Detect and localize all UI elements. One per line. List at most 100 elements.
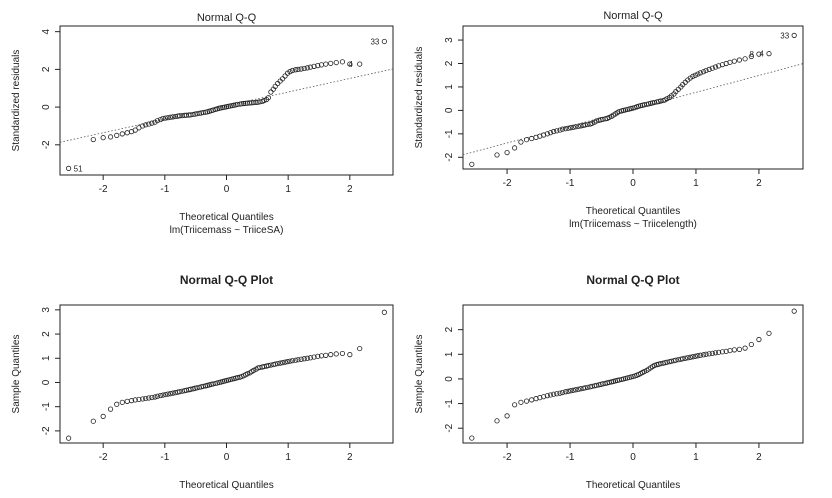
data-point xyxy=(125,399,129,403)
chart-title: Normal Q-Q Plot xyxy=(586,273,679,287)
data-point xyxy=(324,62,328,66)
data-point xyxy=(275,81,279,85)
data-point xyxy=(66,436,70,440)
plot-frame xyxy=(463,26,803,169)
data-point xyxy=(749,342,753,346)
y-tick-label: -2 xyxy=(41,140,52,149)
data-point xyxy=(101,135,105,139)
data-point xyxy=(767,51,771,55)
x-tick-label: -2 xyxy=(99,184,108,195)
data-point xyxy=(91,137,95,141)
x-tick-label: 2 xyxy=(756,178,762,189)
data-point xyxy=(505,150,509,154)
data-point xyxy=(512,403,516,407)
data-point xyxy=(732,59,736,63)
qq-panel-4: Normal Q-Q Plot -2 -1 0 1 2 -2 -1 0 1 2 Theoretical… xyxy=(414,273,803,491)
qq-panel-2: Normal Q-Q -2 -1 0 1 2 -2 -1 0 1 2 3 Theoretical Qua… xyxy=(414,10,803,230)
chart-subtitle: lm(Triicemass ~ Triicelength) xyxy=(569,219,697,230)
point-label: 33 xyxy=(370,37,379,46)
data-point xyxy=(519,400,523,404)
data-point xyxy=(743,57,747,61)
x-axis-label: Theoretical Quantiles xyxy=(179,212,274,223)
data-point xyxy=(519,140,523,144)
qq-panel-3: Normal Q-Q Plot-2 -1 0 1 2-2-10123Theoretica… xyxy=(11,273,393,491)
data-point xyxy=(283,74,287,78)
x-tick-label: 2 xyxy=(347,452,353,463)
y-tick-label: -2 xyxy=(41,426,52,435)
x-tick-label: -2 xyxy=(503,452,512,463)
x-axis-label: Theoretical Quantiles xyxy=(179,480,274,491)
data-point xyxy=(358,62,362,66)
data-point xyxy=(305,66,309,70)
data-point xyxy=(792,33,796,37)
data-point xyxy=(91,419,95,423)
data-point xyxy=(358,346,362,350)
data-point xyxy=(115,402,119,406)
data-point xyxy=(792,309,796,313)
chart-subtitle: lm(Triicemass ~ TriiceSA) xyxy=(170,225,284,236)
x-tick-label: -2 xyxy=(99,452,108,463)
data-point xyxy=(529,398,533,402)
point-label: 8 xyxy=(749,50,754,59)
chart-title: Normal Q-Q Plot xyxy=(180,273,273,287)
data-point xyxy=(495,419,499,423)
chart-title: Normal Q-Q xyxy=(603,10,663,22)
x-tick-label: 1 xyxy=(285,184,291,195)
point-label: 33 xyxy=(780,31,789,40)
data-point xyxy=(340,351,344,355)
y-tick-label: 1 xyxy=(41,355,52,361)
y-tick-label: 2 xyxy=(41,331,52,337)
plot-frame xyxy=(60,26,393,175)
data-point xyxy=(560,390,564,394)
data-point xyxy=(329,61,333,65)
x-tick-label: -1 xyxy=(566,452,575,463)
qq-panel-1: Normal Q-Q-2 -1 0 1 2-2024Theoretical Quanti… xyxy=(11,12,393,236)
data-point xyxy=(324,353,328,357)
y-tick-label: -2 xyxy=(444,152,455,161)
y-tick-label: -1 xyxy=(41,402,52,411)
data-point xyxy=(757,337,761,341)
x-tick-label: -1 xyxy=(566,178,575,189)
data-point xyxy=(329,352,333,356)
data-point xyxy=(737,347,741,351)
y-tick-label: 0 xyxy=(41,379,52,385)
point-label: 4 xyxy=(760,50,765,59)
y-tick-label: -1 xyxy=(444,399,455,408)
data-point xyxy=(732,348,736,352)
y-tick-label: 1 xyxy=(444,84,455,90)
plot-frame xyxy=(60,305,393,443)
point-label: 4 xyxy=(348,60,353,69)
y-tick-label: 0 xyxy=(41,104,52,110)
data-point xyxy=(529,136,533,140)
data-point xyxy=(108,407,112,411)
y-tick-label: 2 xyxy=(444,60,455,66)
y-tick-label: -2 xyxy=(444,423,455,432)
x-tick-label: 1 xyxy=(285,452,291,463)
x-tick-label: 0 xyxy=(224,184,230,195)
data-point xyxy=(524,137,528,141)
data-point xyxy=(382,310,386,314)
x-axis-label: Theoretical Quantiles xyxy=(586,480,681,491)
data-point xyxy=(505,414,509,418)
x-tick-label: 0 xyxy=(224,452,230,463)
x-tick-label: 2 xyxy=(347,184,353,195)
y-tick-label: 1 xyxy=(444,351,455,357)
data-point xyxy=(495,153,499,157)
data-point xyxy=(737,58,741,62)
data-point xyxy=(512,146,516,150)
y-tick-label: 0 xyxy=(444,376,455,382)
data-point xyxy=(524,399,528,403)
data-point xyxy=(470,162,474,166)
data-point xyxy=(125,131,129,135)
y-axis-label: Standardized residuals xyxy=(11,50,22,152)
y-tick-label: -1 xyxy=(444,129,455,138)
data-point xyxy=(348,352,352,356)
data-point xyxy=(340,60,344,64)
data-point xyxy=(66,166,70,170)
point-label: 51 xyxy=(74,164,83,173)
y-axis-label: Sample Quantiles xyxy=(414,335,425,414)
data-point xyxy=(101,414,105,418)
x-tick-label: -1 xyxy=(160,184,169,195)
x-tick-label: -1 xyxy=(160,452,169,463)
